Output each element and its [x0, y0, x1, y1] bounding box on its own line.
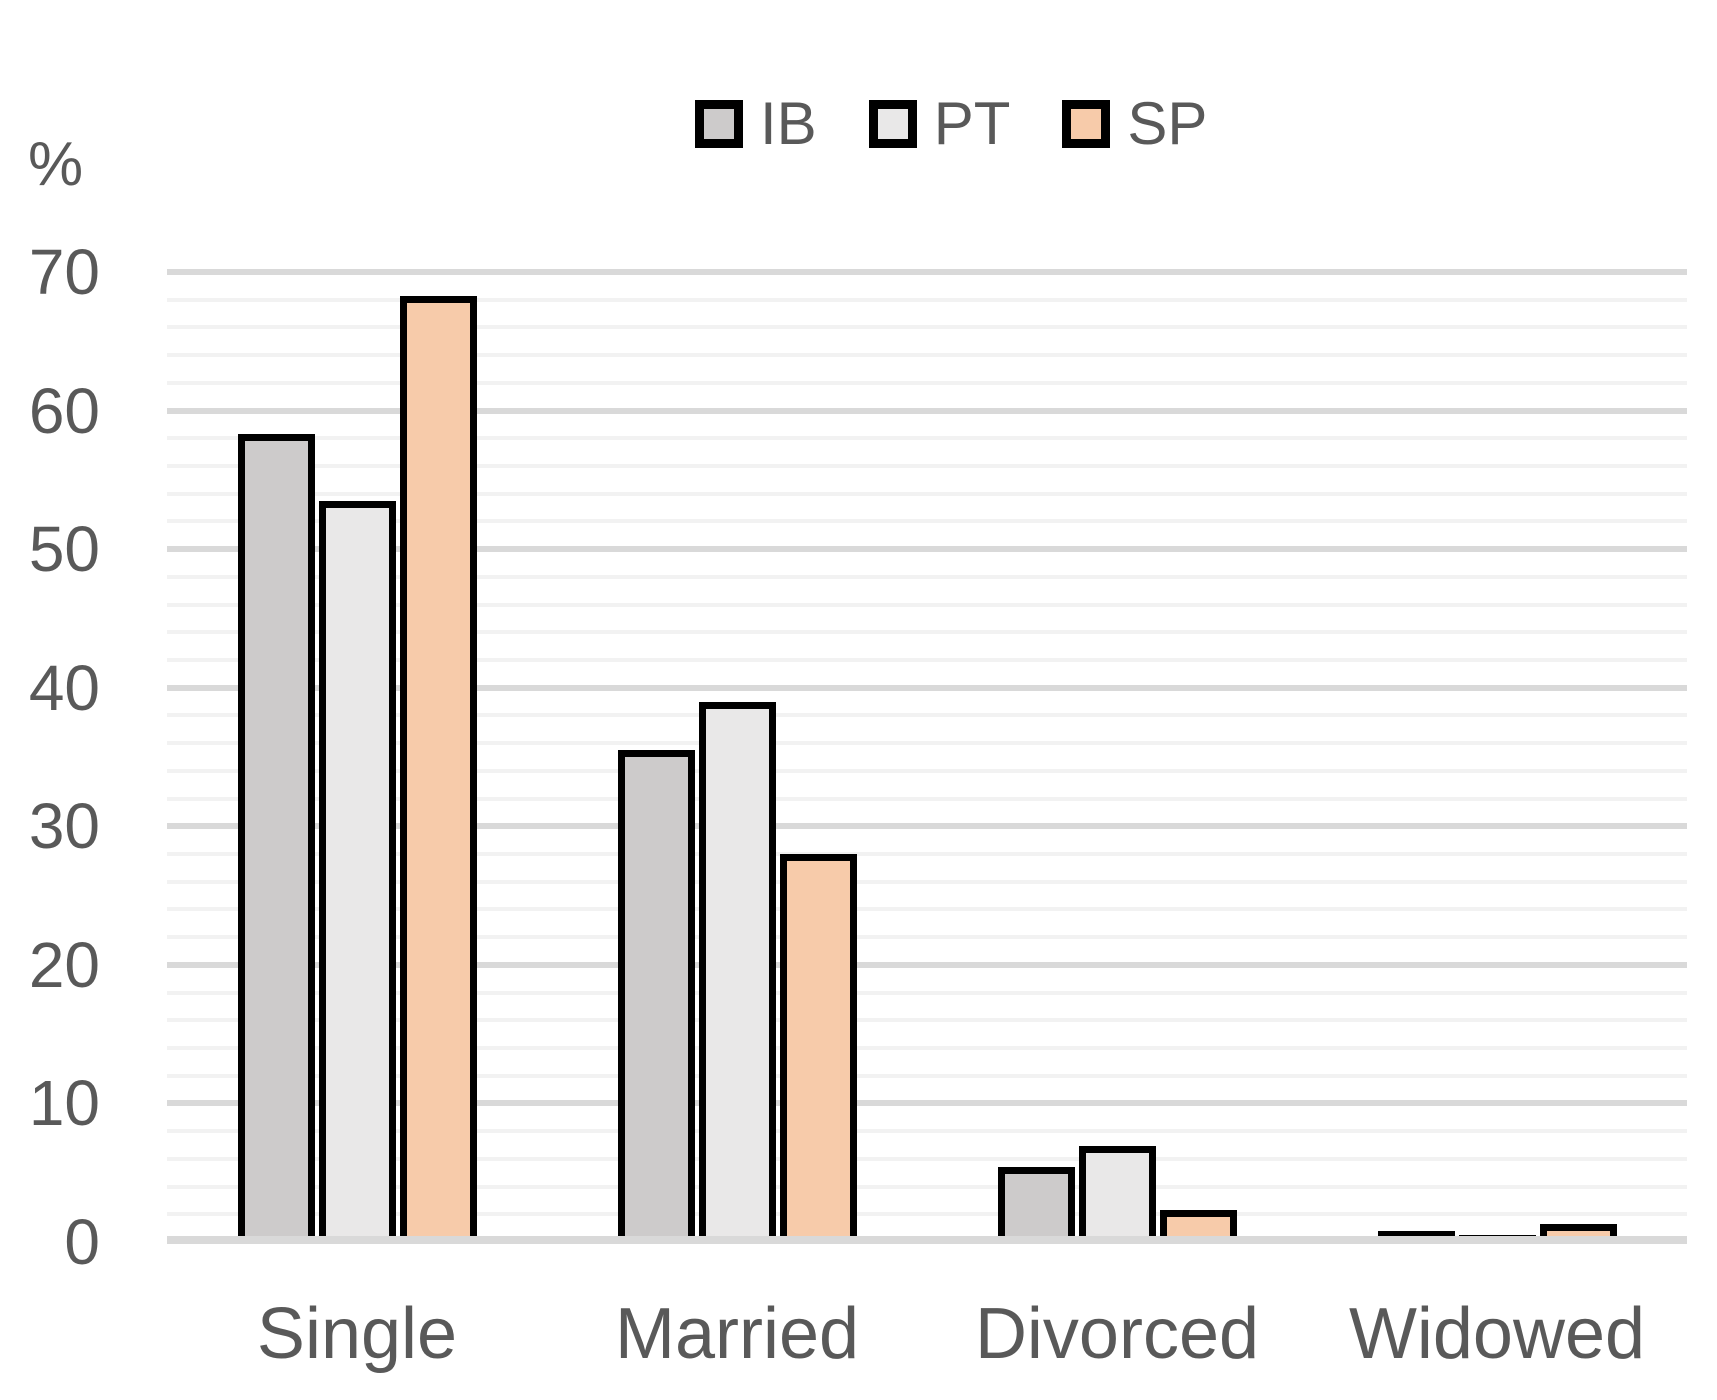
gridline-minor: [167, 1018, 1687, 1023]
legend-swatch-pt-icon: [868, 100, 917, 148]
gridline-minor: [167, 630, 1687, 635]
gridline-major: [167, 1100, 1687, 1107]
gridline-minor: [167, 1129, 1687, 1134]
legend-item-sp: SP: [1062, 94, 1207, 154]
gridline-minor: [167, 1073, 1687, 1078]
gridline-major: [167, 546, 1687, 553]
gridline-minor: [167, 297, 1687, 302]
gridline-minor: [167, 658, 1687, 662]
legend-item-pt: PT: [868, 90, 1011, 157]
gridline-minor: [167, 796, 1687, 801]
gridline-major: [167, 684, 1687, 691]
y-tick-label: 40: [28, 651, 100, 724]
bar-ib-married: [617, 750, 695, 1242]
bar-pt-divorced: [1078, 1146, 1156, 1242]
gridline-minor: [167, 879, 1687, 884]
y-tick-label: 60: [28, 374, 100, 447]
y-tick-label: 0: [64, 1206, 100, 1278]
gridline-minor: [167, 713, 1687, 718]
bar-pt-married: [698, 701, 776, 1242]
y-tick-label: 20: [28, 928, 100, 1001]
gridline-minor: [167, 907, 1687, 912]
gridline-minor: [167, 1046, 1687, 1050]
gridline-minor: [167, 325, 1687, 330]
gridline-major: [167, 823, 1687, 830]
legend-label-sp: SP: [1127, 90, 1208, 157]
gridline-minor: [167, 380, 1687, 385]
gridline-minor: [167, 491, 1687, 496]
bar-sp-single: [399, 295, 477, 1242]
gridline-minor: [167, 464, 1687, 468]
legend: IB PT SP: [695, 94, 1207, 154]
legend-label-pt: PT: [933, 90, 1011, 157]
y-tick-label: 30: [28, 790, 100, 863]
bar-pt-single: [318, 500, 396, 1242]
gridline-minor: [167, 353, 1687, 358]
gridline-minor: [167, 602, 1687, 607]
gridline-major: [167, 269, 1687, 275]
gridline-minor: [167, 519, 1687, 524]
legend-item-ib: IB: [695, 94, 817, 154]
y-tick-label: 10: [28, 1067, 100, 1140]
x-category-label: Divorced: [974, 1294, 1260, 1374]
y-tick-label: 70: [28, 236, 100, 308]
gridline-minor: [167, 574, 1687, 579]
gridline-minor: [167, 935, 1687, 940]
gridline-minor: [167, 1156, 1687, 1161]
legend-swatch-sp-icon: [1062, 100, 1111, 148]
gridline-minor: [167, 1184, 1687, 1189]
gridline-major: [167, 961, 1687, 968]
gridline-minor: [167, 1212, 1687, 1217]
gridline-minor: [167, 436, 1687, 441]
y-axis-unit-label: %: [28, 130, 84, 199]
legend-swatch-ib-icon: [695, 100, 743, 148]
bar-ib-divorced: [997, 1167, 1075, 1242]
legend-label-ib: IB: [760, 90, 817, 157]
x-category-label: Single: [256, 1294, 458, 1374]
bar-sp-married: [779, 854, 857, 1242]
gridline-minor: [167, 768, 1687, 773]
gridline-minor: [167, 852, 1687, 856]
gridline-major: [167, 407, 1687, 414]
gridline-minor: [167, 741, 1687, 746]
x-axis-line: [167, 1236, 1687, 1244]
x-category-label: Married: [614, 1294, 860, 1374]
bar-ib-single: [237, 434, 315, 1242]
y-tick-label: 50: [28, 513, 100, 586]
gridline-minor: [167, 990, 1687, 995]
x-category-label: Widowed: [1348, 1294, 1646, 1374]
